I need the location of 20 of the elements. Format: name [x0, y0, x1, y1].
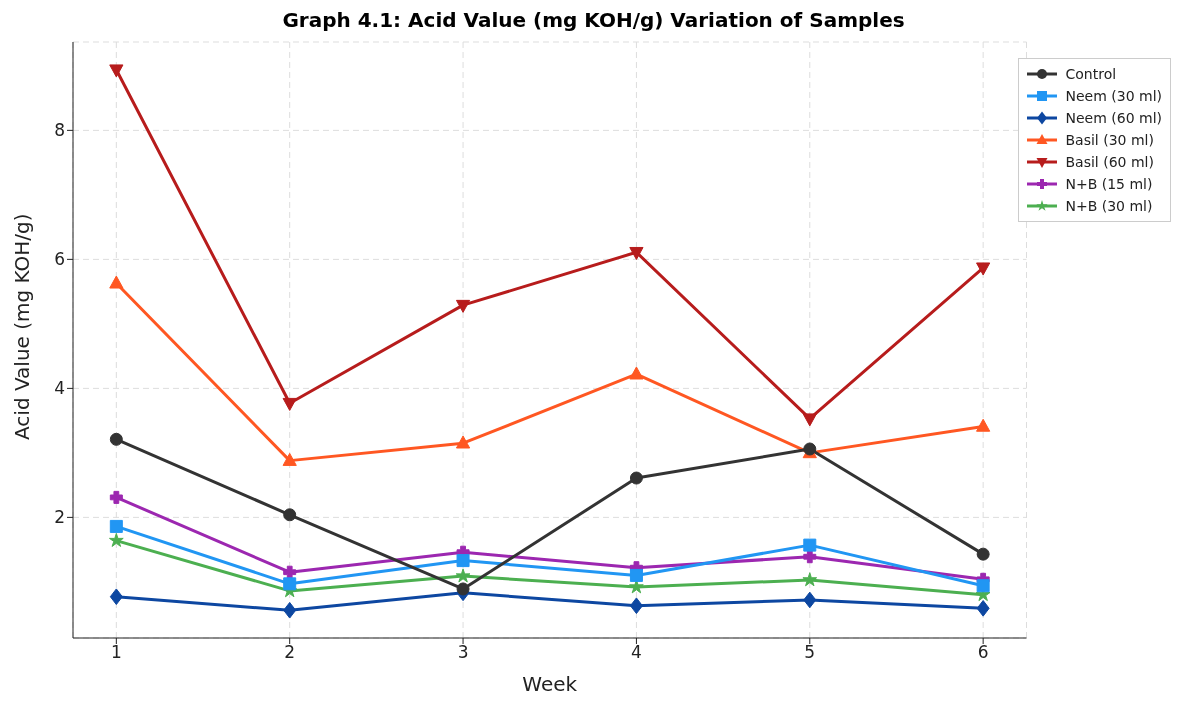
- y-tick-label: 2: [54, 507, 65, 528]
- legend-label: Basil (60 ml): [1065, 153, 1154, 172]
- x-tick-label: 6: [977, 642, 989, 663]
- legend-label: Basil (30 ml): [1065, 131, 1154, 150]
- x-tick-label: 2: [284, 642, 296, 663]
- x-axis-title: Week: [522, 672, 578, 696]
- legend-label: Neem (60 ml): [1065, 109, 1162, 128]
- legend-label: N+B (15 ml): [1065, 175, 1153, 194]
- chart-title: Graph 4.1: Acid Value (mg KOH/g) Variation of Samples: [281, 8, 906, 34]
- x-tick-label: 1: [110, 642, 122, 663]
- x-tick-label: 5: [804, 642, 816, 663]
- x-tick-label: 4: [631, 642, 642, 663]
- y-tick-label: 8: [54, 120, 65, 141]
- y-tick-label: 6: [54, 249, 65, 270]
- legend-label: N+B (30 ml): [1065, 197, 1153, 216]
- y-tick-label: 4: [54, 378, 65, 399]
- x-tick-label: 3: [457, 642, 469, 663]
- legend-label: Neem (30 ml): [1065, 87, 1162, 106]
- legend-label: Control: [1065, 65, 1117, 84]
- y-axis-title: Acid Value (mg KOH/g): [10, 213, 35, 440]
